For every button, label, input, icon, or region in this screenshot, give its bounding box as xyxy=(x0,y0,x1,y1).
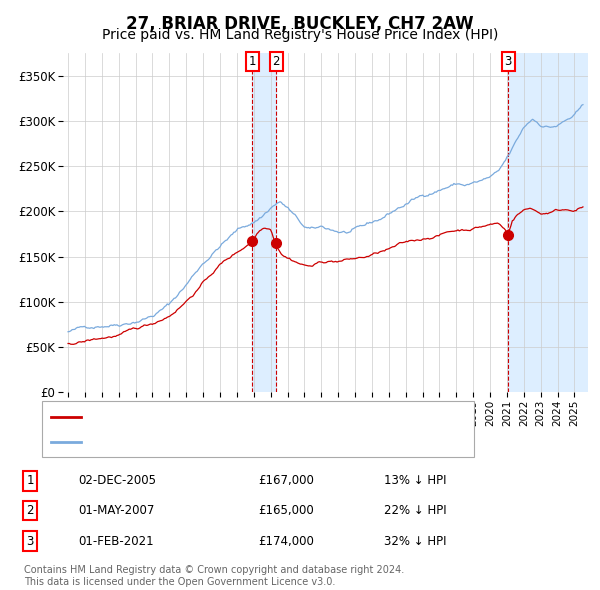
Bar xyxy=(508,53,588,392)
Text: 02-DEC-2005: 02-DEC-2005 xyxy=(78,474,156,487)
Text: £165,000: £165,000 xyxy=(258,504,314,517)
Text: £174,000: £174,000 xyxy=(258,535,314,548)
Text: 1: 1 xyxy=(248,55,256,68)
Text: 01-FEB-2021: 01-FEB-2021 xyxy=(78,535,154,548)
Text: 22% ↓ HPI: 22% ↓ HPI xyxy=(384,504,446,517)
Text: 27, BRIAR DRIVE, BUCKLEY, CH7 2AW (detached house): 27, BRIAR DRIVE, BUCKLEY, CH7 2AW (detac… xyxy=(86,411,415,424)
Text: 01-MAY-2007: 01-MAY-2007 xyxy=(78,504,154,517)
Text: Price paid vs. HM Land Registry's House Price Index (HPI): Price paid vs. HM Land Registry's House … xyxy=(102,28,498,42)
Text: 2: 2 xyxy=(272,55,280,68)
Text: 3: 3 xyxy=(505,55,512,68)
Text: HPI: Average price, detached house, Flintshire: HPI: Average price, detached house, Flin… xyxy=(86,435,359,448)
Text: 2: 2 xyxy=(26,504,34,517)
Text: 27, BRIAR DRIVE, BUCKLEY, CH7 2AW: 27, BRIAR DRIVE, BUCKLEY, CH7 2AW xyxy=(126,15,474,33)
Text: £167,000: £167,000 xyxy=(258,474,314,487)
Text: 32% ↓ HPI: 32% ↓ HPI xyxy=(384,535,446,548)
Text: Contains HM Land Registry data © Crown copyright and database right 2024.
This d: Contains HM Land Registry data © Crown c… xyxy=(24,565,404,587)
Text: 3: 3 xyxy=(26,535,34,548)
Bar xyxy=(253,53,276,392)
Text: 13% ↓ HPI: 13% ↓ HPI xyxy=(384,474,446,487)
Text: 1: 1 xyxy=(26,474,34,487)
